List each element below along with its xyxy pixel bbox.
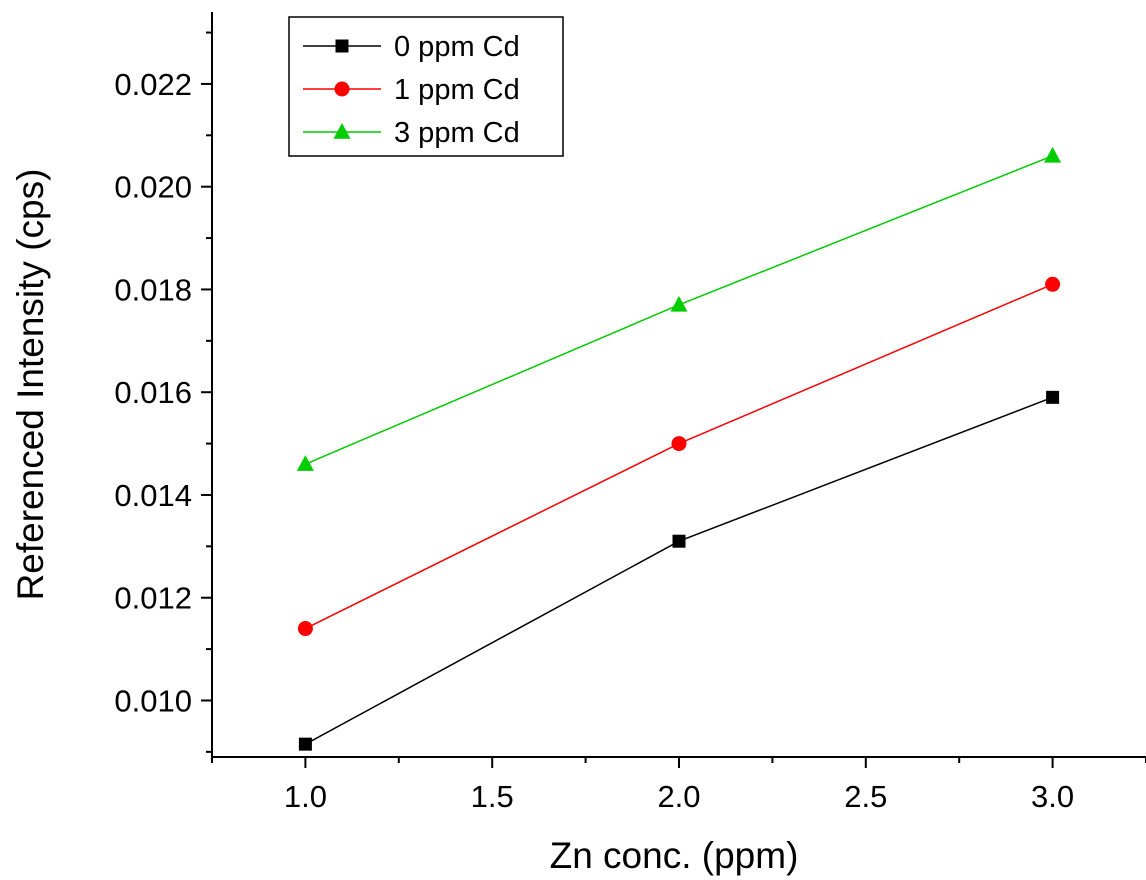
- legend-label: 1 ppm Cd: [394, 74, 520, 106]
- y-tick-label: 0.020: [114, 170, 192, 205]
- data-point: [296, 455, 314, 471]
- y-axis-title: Referenced Intensity (cps): [10, 169, 51, 601]
- x-tick-label: 3.0: [1031, 779, 1074, 814]
- series-0: [298, 390, 1060, 751]
- legend-marker: [334, 81, 350, 97]
- data-point: [672, 534, 686, 548]
- series-layer: [296, 146, 1062, 751]
- legend: 0 ppm Cd 1 ppm Cd 3 ppm Cd: [288, 16, 564, 157]
- legend-label: 3 ppm Cd: [394, 117, 520, 149]
- y-tick-label: 0.012: [114, 581, 192, 616]
- series-1: [297, 276, 1061, 637]
- x-axis-title: Zn conc. (ppm): [550, 835, 799, 876]
- series-2: [296, 146, 1062, 471]
- legend-entry: 1 ppm Cd: [303, 74, 520, 106]
- ticks: 1.0 1.5 2.0 2.5 3.0 0.010 0.012 0.014 0.016 0.018…: [114, 31, 1146, 814]
- data-point: [670, 295, 688, 312]
- y-tick-label: 0.018: [114, 272, 192, 307]
- legend-entry: 0 ppm Cd: [303, 31, 520, 63]
- x-tick-label: 1.0: [284, 779, 327, 814]
- y-tick-label: 0.022: [114, 67, 192, 102]
- legend-entry: 3 ppm Cd: [303, 117, 520, 149]
- data-point: [1045, 276, 1061, 292]
- y-tick-label: 0.014: [114, 478, 192, 513]
- data-point: [1046, 390, 1060, 404]
- data-point: [297, 621, 313, 637]
- legend-marker: [333, 123, 351, 139]
- legend-box: [288, 16, 564, 157]
- data-point: [1044, 146, 1062, 163]
- x-tick-label: 1.5: [471, 779, 514, 814]
- data-point: [298, 737, 312, 751]
- series-line: [305, 283, 1053, 630]
- y-tick-label: 0.010: [114, 683, 192, 718]
- y-tick-label: 0.016: [114, 375, 192, 410]
- x-tick-label: 2.0: [657, 779, 700, 814]
- legend-label: 0 ppm Cd: [394, 31, 520, 63]
- x-tick-label: 2.5: [844, 779, 887, 814]
- legend-marker: [335, 39, 349, 53]
- data-point: [671, 436, 687, 452]
